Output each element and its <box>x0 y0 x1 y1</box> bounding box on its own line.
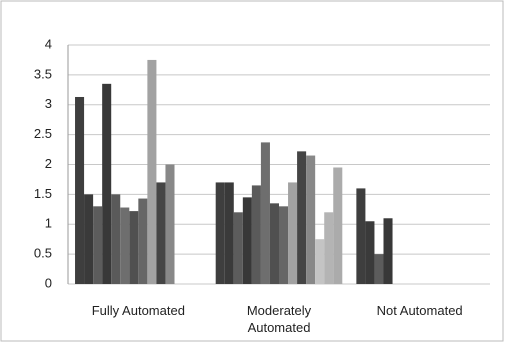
x-tick-label: Not Automated <box>376 303 463 318</box>
bar <box>315 239 325 284</box>
y-tick-label: 1.5 <box>34 186 52 201</box>
bar <box>365 221 375 284</box>
y-tick-label: 4 <box>45 36 52 51</box>
bar <box>233 212 243 284</box>
bar <box>156 182 166 284</box>
bar <box>165 164 175 284</box>
bar <box>242 197 252 284</box>
bar <box>333 167 343 284</box>
bar <box>120 207 130 284</box>
bar <box>93 206 103 284</box>
bar <box>383 218 393 284</box>
bar <box>129 211 139 284</box>
bar <box>297 151 307 284</box>
bar <box>279 206 289 284</box>
bar <box>102 83 112 285</box>
bar <box>324 212 334 284</box>
bar <box>147 59 157 284</box>
y-tick-label: 0.5 <box>34 246 52 261</box>
y-tick-label: 2 <box>45 156 52 171</box>
bar <box>84 194 94 284</box>
bar <box>306 155 316 284</box>
x-tick-label: Fully Automated <box>91 303 185 318</box>
x-tick-label: Moderately Automated <box>246 303 312 335</box>
bar <box>224 182 234 284</box>
y-tick-label: 3.5 <box>34 66 52 81</box>
bar <box>288 182 298 284</box>
y-tick-label: 0 <box>45 275 52 290</box>
y-tick-label: 1 <box>45 216 52 231</box>
bar <box>269 203 279 284</box>
bar <box>374 254 384 284</box>
bar <box>138 198 148 284</box>
bar <box>260 142 270 284</box>
bar <box>251 185 261 284</box>
bar <box>356 188 366 284</box>
y-tick-label: 3 <box>45 96 52 111</box>
bar <box>215 182 225 284</box>
bar <box>111 194 121 284</box>
bar <box>75 96 85 284</box>
y-tick-label: 2.5 <box>34 126 52 141</box>
